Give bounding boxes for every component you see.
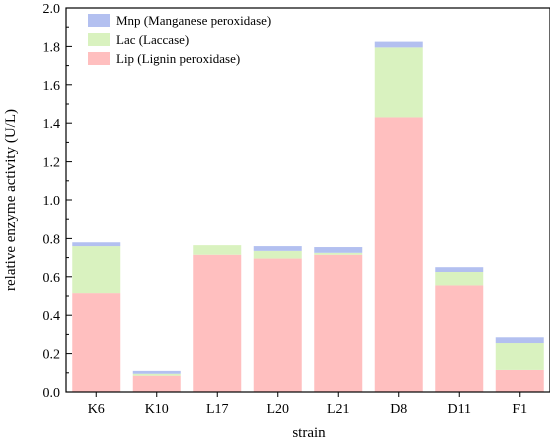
bar-k6-series-1 <box>72 246 120 293</box>
x-tick-label-d8: D8 <box>390 402 407 417</box>
bar-d8-series-1 <box>375 47 423 117</box>
bar-l20-series-0 <box>254 259 302 392</box>
bar-k10-series-2 <box>133 371 181 374</box>
bar-d11-series-0 <box>435 285 483 392</box>
x-tick-label-f1: F1 <box>512 402 527 417</box>
legend: Mnp (Manganese peroxidase) Lac (Laccase) L… <box>88 13 271 66</box>
y-tick-label: 0.8 <box>43 232 61 247</box>
bar-f1-series-0 <box>496 370 544 392</box>
bar-l17-series-1 <box>193 245 241 255</box>
bar-d11-series-1 <box>435 272 483 285</box>
y-tick-label: 1.6 <box>43 79 61 94</box>
bar-k6-series-2 <box>72 242 120 246</box>
y-tick-label: 0.4 <box>43 309 61 324</box>
bar-k10-series-0 <box>133 376 181 392</box>
y-tick-label: 1.2 <box>43 156 61 171</box>
y-tick-label: 2.0 <box>43 2 61 17</box>
y-tick-label: 0.2 <box>43 348 61 363</box>
bar-l20-series-2 <box>254 246 302 251</box>
bar-l21-series-2 <box>314 247 362 253</box>
x-tick-label-l21: L21 <box>327 402 350 417</box>
bar-k6-series-0 <box>72 293 120 392</box>
y-tick-label: 1.4 <box>43 117 61 132</box>
bar-f1-series-1 <box>496 343 544 370</box>
bar-d11-series-2 <box>435 267 483 272</box>
bar-k10-series-1 <box>133 374 181 376</box>
legend-swatch-2 <box>88 52 110 65</box>
y-tick-label: 1.0 <box>43 194 61 209</box>
legend-swatch-1 <box>88 33 110 46</box>
x-tick-label-k6: K6 <box>88 402 105 417</box>
x-tick-label-k10: K10 <box>145 402 169 417</box>
y-axis-title: relative enzyme activity (U/L) <box>3 109 19 291</box>
bar-d8-series-0 <box>375 117 423 392</box>
y-tick-label: 0.0 <box>43 386 61 401</box>
bar-l21-series-0 <box>314 255 362 392</box>
bar-d8-series-2 <box>375 42 423 48</box>
x-tick-label-l20: L20 <box>266 402 289 417</box>
legend-label-0: Mnp (Manganese peroxidase) <box>116 13 271 28</box>
bar-l21-series-1 <box>314 253 362 255</box>
x-tick-label-d11: D11 <box>447 402 471 417</box>
x-axis-title: strain <box>292 425 326 441</box>
bar-f1-series-2 <box>496 337 544 343</box>
legend-label-2: Lip (Lignin peroxidase) <box>116 51 240 66</box>
y-tick-label: 0.6 <box>43 271 61 286</box>
y-tick-label: 1.8 <box>43 40 61 55</box>
bar-l20-series-1 <box>254 251 302 259</box>
legend-swatch-0 <box>88 14 110 27</box>
bars-layer <box>72 42 544 392</box>
bar-l17-series-0 <box>193 255 241 392</box>
legend-label-1: Lac (Laccase) <box>116 32 189 47</box>
x-tick-label-l17: L17 <box>206 402 229 417</box>
